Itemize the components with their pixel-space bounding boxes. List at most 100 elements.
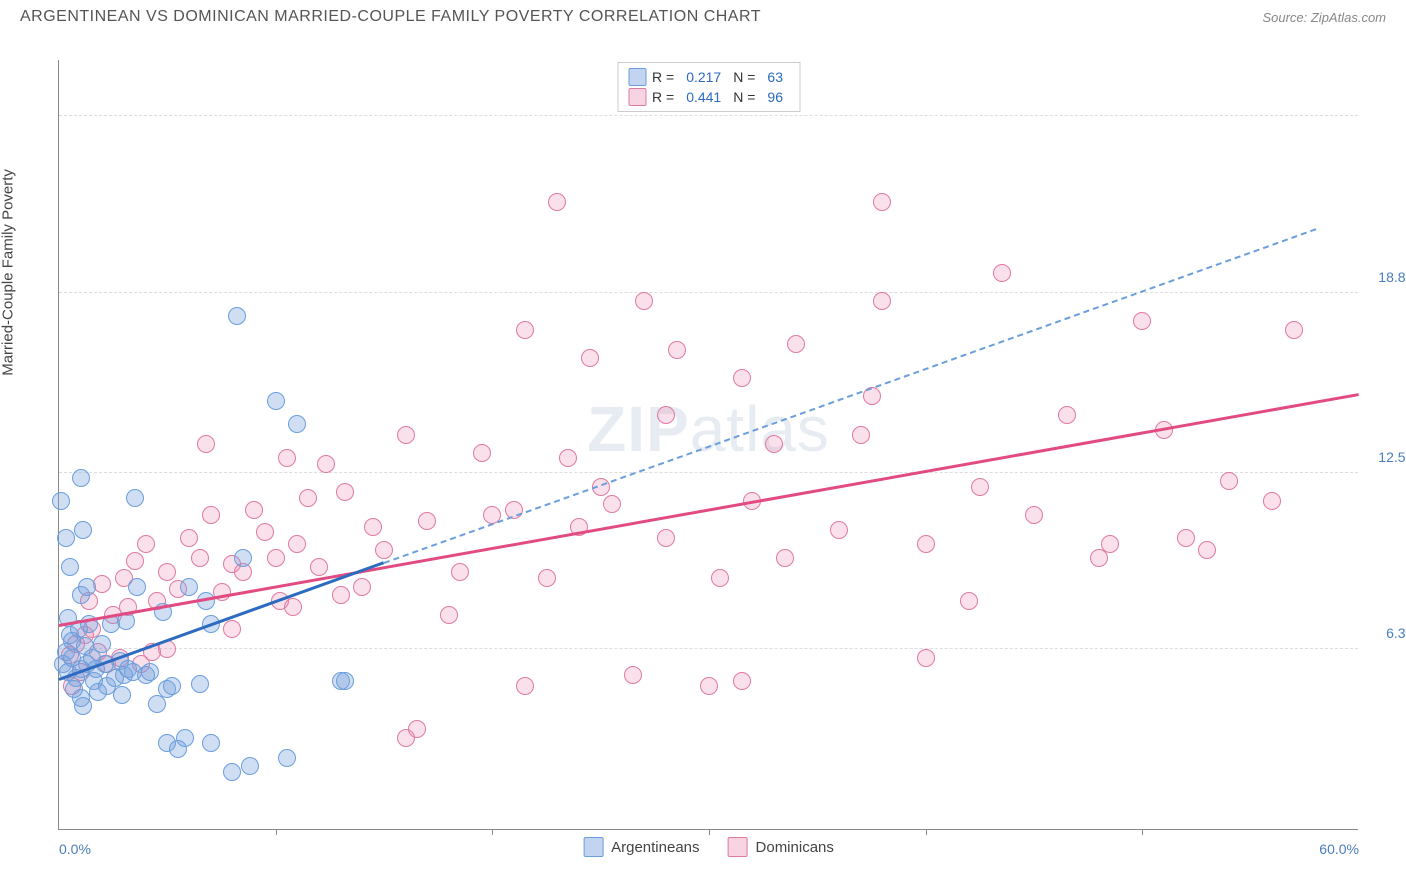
y-tick-label: 12.5% [1363, 449, 1406, 465]
data-point [473, 444, 491, 462]
swatch-argentineans-icon [628, 68, 646, 86]
data-point [137, 535, 155, 553]
data-point [65, 680, 83, 698]
data-point [57, 529, 75, 547]
chart-title: ARGENTINEAN VS DOMINICAN MARRIED-COUPLE … [20, 8, 761, 26]
data-point [787, 335, 805, 353]
legend-item-dominicans: Dominicans [728, 837, 834, 857]
data-point [873, 193, 891, 211]
data-point [538, 569, 556, 587]
data-point [668, 341, 686, 359]
data-point [299, 489, 317, 507]
data-point [180, 529, 198, 547]
data-point [234, 549, 252, 567]
data-point [284, 598, 302, 616]
data-point [93, 575, 111, 593]
x-tick [709, 829, 710, 835]
chart-container: Married-Couple Family Poverty ZIPatlas R… [18, 30, 1388, 870]
r-label: R = [652, 69, 674, 85]
data-point [63, 632, 81, 650]
data-point [228, 307, 246, 325]
data-point [776, 549, 794, 567]
y-tick-label: 18.8% [1363, 269, 1406, 285]
data-point [375, 541, 393, 559]
data-point [917, 649, 935, 667]
data-point [1025, 506, 1043, 524]
x-tick-label: 0.0% [59, 841, 91, 857]
data-point [635, 292, 653, 310]
data-point [1133, 312, 1151, 330]
data-point [278, 749, 296, 767]
y-tick-label: 6.3% [1363, 625, 1406, 641]
data-point [124, 663, 142, 681]
data-point [1263, 492, 1281, 510]
data-point [408, 720, 426, 738]
data-point [267, 392, 285, 410]
r-value-a: 0.217 [686, 69, 721, 85]
data-point [1101, 535, 1119, 553]
data-point [830, 521, 848, 539]
data-point [310, 558, 328, 576]
data-point [332, 586, 350, 604]
data-point [245, 501, 263, 519]
swatch-dominicans-icon [728, 837, 748, 857]
data-point [141, 663, 159, 681]
legend-stats-row-a: R = 0.217 N = 63 [628, 67, 789, 87]
data-point [711, 569, 729, 587]
data-point [700, 677, 718, 695]
data-point [1285, 321, 1303, 339]
data-point [61, 558, 79, 576]
data-point [353, 578, 371, 596]
data-point [128, 578, 146, 596]
y-axis-label: Married-Couple Family Poverty [0, 169, 17, 376]
data-point [317, 455, 335, 473]
watermark: ZIPatlas [587, 392, 830, 466]
data-point [624, 666, 642, 684]
x-tick [492, 829, 493, 835]
source-attribution: Source: ZipAtlas.com [1262, 10, 1386, 25]
plot-area: ZIPatlas R = 0.217 N = 63 R = 0.441 N = … [58, 60, 1358, 830]
data-point [202, 734, 220, 752]
data-point [113, 686, 131, 704]
gridline-h [59, 292, 1358, 293]
n-label: N = [733, 69, 755, 85]
data-point [336, 672, 354, 690]
x-tick [926, 829, 927, 835]
gridline-h [59, 472, 1358, 473]
legend-label-a: Argentineans [611, 839, 699, 856]
data-point [451, 563, 469, 581]
data-point [971, 478, 989, 496]
data-point [278, 449, 296, 467]
data-point [993, 264, 1011, 282]
data-point [1198, 541, 1216, 559]
data-point [126, 552, 144, 570]
data-point [733, 672, 751, 690]
data-point [440, 606, 458, 624]
data-point [288, 415, 306, 433]
data-point [364, 518, 382, 536]
data-point [74, 521, 92, 539]
gridline-h [59, 648, 1358, 649]
data-point [581, 349, 599, 367]
gridline-h [59, 115, 1358, 116]
data-point [52, 492, 70, 510]
data-point [191, 675, 209, 693]
data-point [1177, 529, 1195, 547]
data-point [516, 321, 534, 339]
x-tick-label: 60.0% [1319, 841, 1359, 857]
x-tick [276, 829, 277, 835]
data-point [202, 506, 220, 524]
data-point [516, 677, 534, 695]
data-point [288, 535, 306, 553]
r-value-b: 0.441 [686, 89, 721, 105]
data-point [126, 489, 144, 507]
data-point [191, 549, 209, 567]
data-point [267, 549, 285, 567]
data-point [418, 512, 436, 530]
watermark-strong: ZIP [587, 393, 690, 465]
data-point [336, 483, 354, 501]
data-point [241, 757, 259, 775]
data-point [397, 426, 415, 444]
data-point [917, 535, 935, 553]
data-point [657, 406, 675, 424]
